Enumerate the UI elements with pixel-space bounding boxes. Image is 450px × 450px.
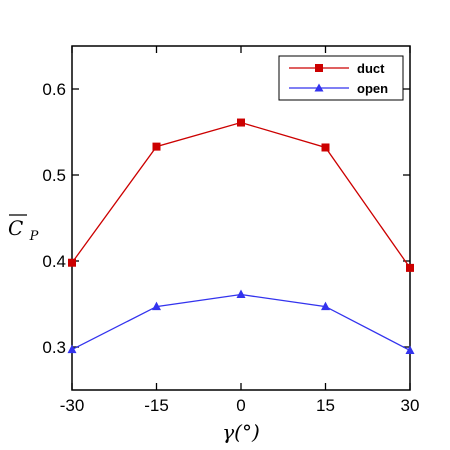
y-tick-label: 0.4 xyxy=(42,252,66,271)
series-line-open xyxy=(71,293,411,352)
axis-ticks: -30 -15 0 15 30 0.3 0.4 0.5 0.6 xyxy=(42,46,419,415)
y-tick-label: 0.5 xyxy=(42,166,66,185)
data-point-duct xyxy=(406,263,414,272)
x-tick-label: -30 xyxy=(60,396,85,415)
series-line-duct xyxy=(71,121,411,269)
x-tick-label: 0 xyxy=(236,396,245,415)
x-axis-title: γ(°) xyxy=(222,420,260,444)
svg-text:C P: C P xyxy=(8,216,39,244)
data-point-open xyxy=(236,289,246,299)
data-point-open xyxy=(321,301,330,311)
data-point-duct xyxy=(237,118,245,127)
y-tick-label: 0.6 xyxy=(42,80,66,99)
legend-box xyxy=(278,55,404,101)
x-tick-label: -15 xyxy=(144,396,169,415)
x-tick-label: 15 xyxy=(316,396,335,415)
y-tick-label: 0.3 xyxy=(42,338,66,357)
series-group xyxy=(67,118,415,354)
x-tick-label: 30 xyxy=(401,396,420,415)
data-point-duct xyxy=(321,143,330,152)
data-point-open xyxy=(67,344,77,354)
legend-marker-duct xyxy=(315,64,323,72)
data-point-duct xyxy=(152,142,161,151)
legend-marker-open xyxy=(314,83,324,92)
data-point-duct xyxy=(68,258,76,267)
data-point-open xyxy=(152,301,161,311)
y-axis-title-sub: P xyxy=(29,229,39,244)
legend-label-duct: duct xyxy=(357,61,385,76)
legend-label-open: open xyxy=(357,81,388,96)
data-point-open xyxy=(405,345,415,354)
legend: duct open xyxy=(278,55,404,101)
y-axis-title: C P xyxy=(8,214,39,244)
y-axis-title-base: C xyxy=(8,216,23,240)
